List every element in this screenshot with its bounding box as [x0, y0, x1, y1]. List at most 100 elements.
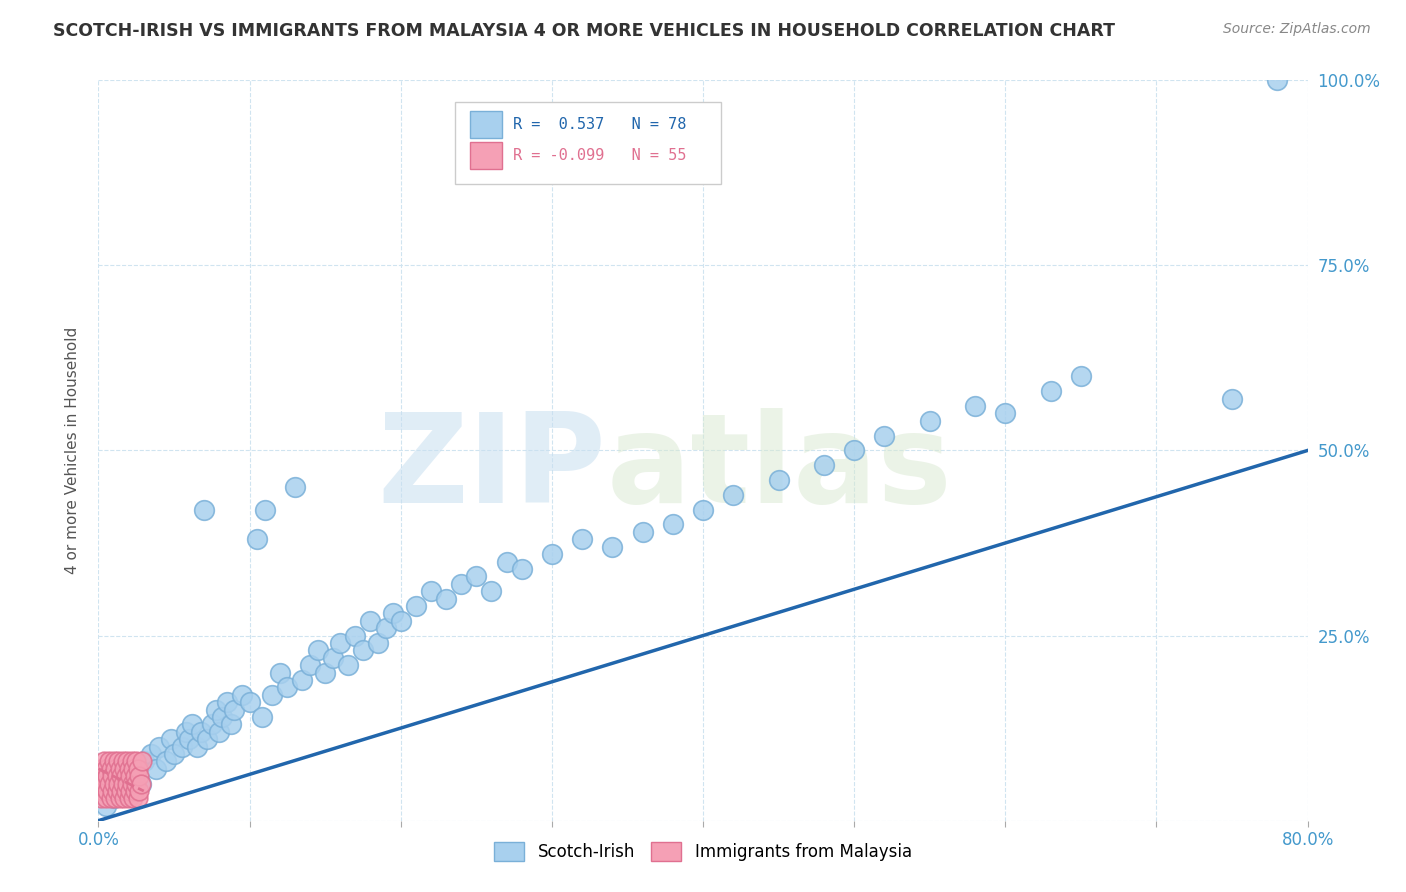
Point [344, 628, 367, 642]
Point [98, 776, 121, 791]
Point [115, 776, 138, 791]
Point [965, 399, 987, 413]
Point [205, 703, 228, 717]
Point [132, 755, 155, 769]
Point [98, 755, 121, 769]
Point [262, 688, 284, 702]
Text: SCOTCH-IRISH VS IMMIGRANTS FROM MALAYSIA 4 OR MORE VEHICLES IN HOUSEHOLD CORRELA: SCOTCH-IRISH VS IMMIGRANTS FROM MALAYSIA… [53, 22, 1115, 40]
Point [631, 524, 654, 539]
Point [382, 607, 405, 621]
Point [336, 658, 359, 673]
Point [128, 784, 150, 798]
Point [118, 762, 141, 776]
Point [291, 673, 314, 687]
Point [114, 784, 136, 798]
Point [246, 533, 269, 547]
Point [1220, 392, 1243, 406]
Point [195, 732, 218, 747]
Point [148, 739, 170, 754]
Point [322, 650, 344, 665]
Legend: Scotch-Irish, Immigrants from Malaysia: Scotch-Irish, Immigrants from Malaysia [488, 835, 918, 868]
Point [89, 776, 111, 791]
Point [127, 791, 149, 805]
Point [844, 443, 866, 458]
Point [93, 776, 115, 791]
Point [420, 584, 443, 599]
Point [105, 769, 128, 783]
Point [105, 784, 128, 798]
Point [918, 414, 941, 428]
Point [129, 776, 152, 791]
Point [90, 791, 112, 805]
Point [208, 724, 231, 739]
Point [112, 762, 135, 776]
Point [1070, 369, 1092, 384]
Point [723, 488, 745, 502]
Point [276, 681, 298, 695]
Point [118, 769, 141, 783]
Point [114, 769, 136, 783]
Point [389, 614, 412, 628]
Point [107, 755, 129, 769]
FancyBboxPatch shape [470, 111, 502, 138]
Point [96, 784, 118, 798]
Point [174, 724, 197, 739]
Point [124, 769, 146, 783]
Point [145, 762, 167, 776]
Point [104, 791, 127, 805]
Point [104, 762, 127, 776]
Point [141, 747, 163, 761]
Point [108, 791, 131, 805]
Point [602, 540, 624, 554]
Point [299, 658, 322, 673]
Point [170, 739, 193, 754]
Point [495, 555, 517, 569]
Point [103, 776, 125, 791]
Point [103, 791, 125, 805]
Point [181, 717, 204, 731]
Point [186, 739, 208, 754]
Point [103, 755, 125, 769]
Text: R = -0.099   N = 55: R = -0.099 N = 55 [513, 148, 686, 163]
Point [193, 502, 215, 516]
Point [110, 784, 132, 798]
Point [269, 665, 291, 680]
Point [1267, 73, 1289, 87]
Point [100, 762, 122, 776]
Point [94, 798, 117, 813]
Point [434, 591, 457, 606]
Point [127, 762, 149, 776]
Point [96, 769, 118, 783]
Point [94, 762, 117, 776]
Text: R =  0.537   N = 78: R = 0.537 N = 78 [513, 117, 686, 132]
Point [94, 791, 117, 805]
Point [314, 665, 336, 680]
Point [481, 584, 503, 599]
Y-axis label: 4 or more Vehicles in Household: 4 or more Vehicles in Household [65, 326, 80, 574]
Point [661, 517, 683, 532]
Point [115, 755, 138, 769]
Point [450, 576, 472, 591]
Point [211, 710, 233, 724]
Point [110, 784, 132, 798]
Point [120, 784, 142, 798]
Point [374, 621, 396, 635]
FancyBboxPatch shape [470, 142, 502, 169]
Point [465, 569, 488, 583]
Point [110, 769, 132, 783]
Text: Source: ZipAtlas.com: Source: ZipAtlas.com [1223, 22, 1371, 37]
Point [120, 769, 142, 783]
Point [994, 407, 1017, 421]
Point [201, 717, 224, 731]
Point [231, 688, 253, 702]
Point [100, 791, 122, 805]
Point [128, 769, 150, 783]
Point [253, 502, 276, 516]
Point [873, 428, 896, 442]
Point [692, 502, 714, 516]
Point [101, 784, 124, 798]
Text: ZIP: ZIP [378, 409, 606, 530]
Point [111, 755, 134, 769]
Point [221, 717, 243, 731]
Point [90, 762, 112, 776]
